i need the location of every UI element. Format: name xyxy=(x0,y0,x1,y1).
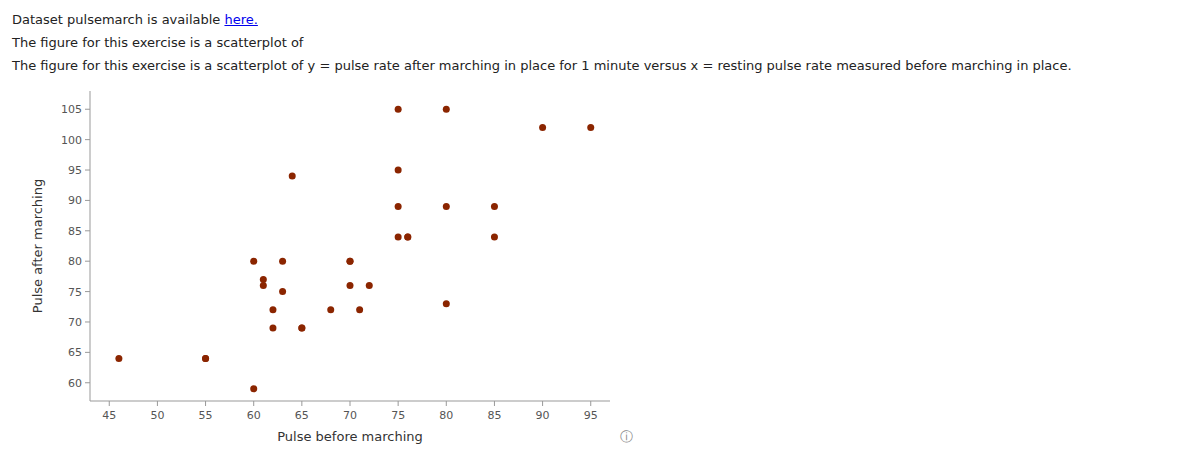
y-tick xyxy=(85,321,90,322)
x-tick xyxy=(350,401,351,406)
point xyxy=(356,306,363,313)
y-tick-label: 90 xyxy=(68,194,82,207)
x-tick xyxy=(494,401,495,406)
y-tick xyxy=(85,139,90,140)
x-tick xyxy=(446,401,447,406)
intro-text: Dataset pulsemarch is available here. The… xyxy=(0,0,1200,75)
y-tick xyxy=(85,291,90,292)
point xyxy=(347,282,354,289)
y-tick-label: 60 xyxy=(68,377,82,390)
points xyxy=(115,106,594,393)
y-tick-label: 95 xyxy=(68,164,82,177)
point xyxy=(260,282,267,289)
intro-text: The figure for this exercise is a scatte… xyxy=(12,56,1188,75)
intro-line: Dataset pulsemarch is available here. xyxy=(12,10,1188,29)
y-tick xyxy=(85,261,90,262)
x-tick-label: 60 xyxy=(247,409,261,422)
y-tick-label: 65 xyxy=(68,346,82,359)
intro-text: The figure for this exercise is a scatte… xyxy=(12,33,1188,52)
x-tick-label: 65 xyxy=(295,409,309,422)
x-tick-label: 80 xyxy=(439,409,453,422)
y-tick xyxy=(85,109,90,110)
y-axis-line xyxy=(90,91,91,401)
y-tick xyxy=(85,352,90,353)
y-tick xyxy=(85,200,90,201)
point xyxy=(539,124,546,131)
x-tick xyxy=(253,401,254,406)
point xyxy=(269,306,276,313)
point xyxy=(347,258,354,265)
info-icon: ⓘ xyxy=(620,429,633,444)
point xyxy=(327,306,334,313)
y-tick-label: 105 xyxy=(61,103,82,116)
x-tick-label: 50 xyxy=(150,409,164,422)
dataset-link[interactable]: here. xyxy=(224,12,257,27)
x-tick-label: 90 xyxy=(536,409,550,422)
x-tick-label: 55 xyxy=(199,409,213,422)
x-tick-label: 95 xyxy=(584,409,598,422)
point xyxy=(404,233,411,240)
x-tick xyxy=(109,401,110,406)
x-tick xyxy=(590,401,591,406)
point xyxy=(491,203,498,210)
x-tick-label: 70 xyxy=(343,409,357,422)
point xyxy=(347,258,354,265)
y-axis-label: Pulse after marching xyxy=(30,179,45,313)
point xyxy=(279,288,286,295)
y-tick-label: 75 xyxy=(68,286,82,299)
point xyxy=(443,300,450,307)
point xyxy=(491,233,498,240)
point xyxy=(202,355,209,362)
x-tick xyxy=(205,401,206,406)
point xyxy=(115,355,122,362)
point xyxy=(202,355,209,362)
y-tick-label: 100 xyxy=(61,134,82,147)
point xyxy=(269,325,276,332)
intro-text: Dataset pulsemarch is available xyxy=(12,12,224,27)
y-tick-label: 85 xyxy=(68,225,82,238)
point xyxy=(395,203,402,210)
point xyxy=(250,258,257,265)
x-tick xyxy=(398,401,399,406)
x-axis-label: Pulse before marching xyxy=(277,429,423,444)
point xyxy=(366,282,373,289)
x-tick xyxy=(542,401,543,406)
point xyxy=(289,173,296,180)
y-tick xyxy=(85,382,90,383)
point xyxy=(587,124,594,131)
x-tick xyxy=(301,401,302,406)
x-tick-label: 85 xyxy=(487,409,501,422)
point xyxy=(298,325,305,332)
point xyxy=(395,106,402,113)
x-tick-label: 45 xyxy=(102,409,116,422)
chart: 45 50 55 60 65 70 75 80 85 90 95 60 65 70 75 80 85 90 95 10… xyxy=(0,79,1200,451)
x-tick-label: 75 xyxy=(391,409,405,422)
point xyxy=(443,106,450,113)
point xyxy=(395,167,402,174)
y-tick-label: 70 xyxy=(68,316,82,329)
point xyxy=(298,325,305,332)
point xyxy=(395,233,402,240)
point xyxy=(250,385,257,392)
point xyxy=(404,233,411,240)
y-tick xyxy=(85,170,90,171)
x-tick xyxy=(157,401,158,406)
point xyxy=(279,258,286,265)
y-tick xyxy=(85,230,90,231)
point xyxy=(443,203,450,210)
point xyxy=(260,276,267,283)
y-tick-label: 80 xyxy=(68,255,82,268)
